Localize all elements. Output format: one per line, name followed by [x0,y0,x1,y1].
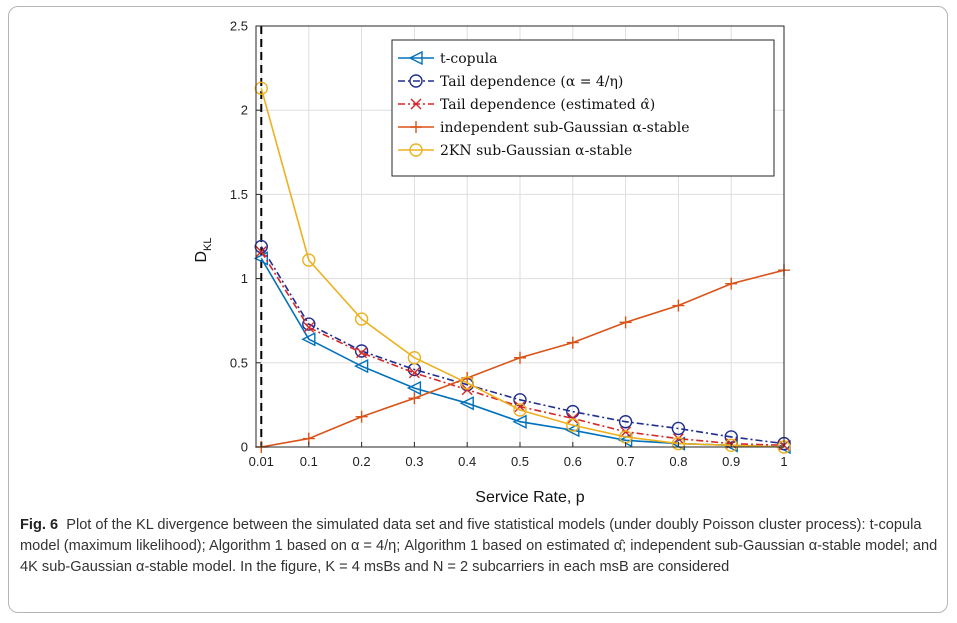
kl-divergence-chart: 0.01 0.1 0.2 0.3 0.4 0.5 0.6 0.7 0.8 0.9 1 0 0.5 1 1.5… [193,19,791,506]
data-point [672,433,684,445]
data-point [566,336,579,349]
data-point [671,421,686,436]
x-tick-label: 0.7 [617,454,635,469]
data-point [512,414,527,429]
legend-label: 2KN sub-Gaussian α-stable [440,143,632,159]
legend-label: independent sub-Gaussian α-stable [440,120,690,136]
x-axis-label: Service Rate, p [475,489,584,506]
legend-label: Tail dependence (estimated α̂) [440,97,655,113]
series-line [260,246,785,445]
data-point [620,426,632,438]
legend-marker [410,121,422,133]
data-point [356,347,368,359]
data-point [459,396,474,411]
series-line [260,251,785,447]
data-point [253,251,268,266]
data-point [408,367,420,379]
x-tick-label: 0.6 [564,454,582,469]
data-point [618,415,633,429]
data-point [408,392,421,405]
legend-marker [410,98,422,110]
data-point [566,418,580,432]
caption-label: Fig. 6 [20,517,59,533]
legend: t-copula Tail dependence (α = 4/η) Tail de… [391,39,775,177]
data-point [255,246,267,258]
y-axis-label: DKL [193,237,214,262]
y-tick-label: 1 [241,271,248,286]
data-point [513,403,527,417]
data-point [354,312,369,326]
data-point [725,277,738,290]
legend-marker [409,74,423,88]
y-tick-label: 2 [241,103,248,118]
series-0 [253,251,791,455]
x-tick-label: 0.4 [458,454,476,469]
data-point [354,359,369,374]
y-tick-label: 2.5 [230,19,248,34]
series-2 [255,246,790,451]
y-tick-label: 0 [241,440,248,455]
y-tick-label: 1.5 [230,187,248,202]
data-point [514,351,526,364]
data-point [460,376,474,390]
x-tick-label: 0.3 [405,454,423,469]
data-point [671,436,686,451]
x-tick-label: 0.5 [511,454,529,469]
x-tick-label: 1 [780,454,787,469]
legend-label: Tail dependence (α = 4/η) [440,74,623,90]
y-axis-label-main: D [193,251,210,263]
x-tick-label: 0.01 [249,454,274,469]
legend-box [391,39,775,177]
data-point [724,438,738,453]
legend-marker [409,143,423,157]
legend-marker [408,50,423,66]
series-3 [255,264,790,453]
data-point [254,81,268,96]
x-tick-label: 0.1 [300,454,318,469]
data-point [407,351,422,365]
data-point [567,412,579,424]
figure-frame [8,6,948,613]
series-1 [254,239,791,451]
figure-caption: Fig. 6 Plot of the KL divergence between… [20,515,940,578]
data-point [514,401,526,413]
series-line [260,88,785,448]
caption-text: Plot of the KL divergence between the si… [20,517,938,575]
data-point [406,380,422,396]
x-tick-label: 0.8 [669,454,687,469]
data-point [461,384,473,396]
y-tick-label: 0.5 [230,355,248,370]
data-point [565,423,580,438]
data-point [672,299,685,312]
tick-labels: 0.01 0.1 0.2 0.3 0.4 0.5 0.6 0.7 0.8 0.9 1 0 0.5 1 1.5… [230,19,788,470]
x-tick-label: 0.2 [353,454,371,469]
x-tick-label: 0.9 [722,454,740,469]
data-point [619,316,632,329]
series-line [260,257,785,448]
data-point [301,332,316,347]
data-point [354,344,369,358]
y-axis-label-sub: KL [202,237,214,250]
data-point [302,253,316,267]
data-point [302,317,316,331]
data-point [355,410,368,423]
data-point [303,321,315,333]
series-line [261,269,785,448]
legend-label: t-copula [440,51,497,67]
